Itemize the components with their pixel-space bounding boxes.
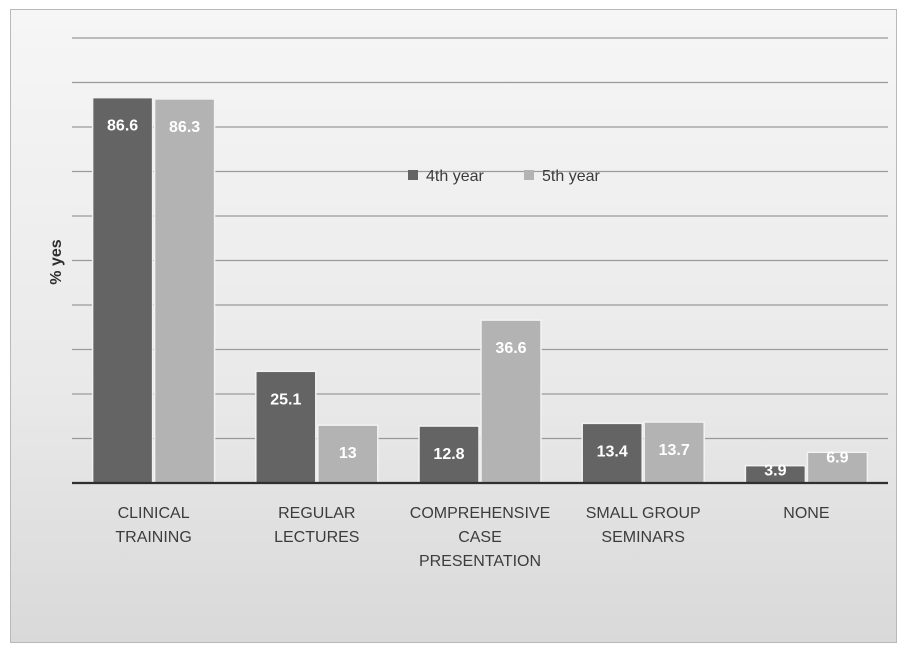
- category-label: NONE: [783, 505, 829, 522]
- bar-value-label: 86.6: [107, 118, 138, 135]
- legend: 4th year 5th year: [408, 168, 600, 185]
- bar-value-label: 86.3: [169, 119, 200, 136]
- legend-swatch: [408, 170, 418, 180]
- bar-4th-year: [255, 370, 317, 484]
- bar-5th-year: [643, 421, 705, 484]
- bar-4th-year: [91, 96, 154, 484]
- bar-value-label: 12.8: [433, 446, 464, 463]
- bar-value-label: 6.9: [826, 449, 848, 466]
- bar-5th-year: [317, 424, 379, 484]
- y-axis-label: % yes: [48, 239, 65, 284]
- bar-5th-year: [806, 451, 869, 484]
- bar-5th-year: [480, 319, 542, 484]
- bars: [91, 96, 869, 484]
- legend-label: 4th year: [426, 168, 484, 185]
- bar-value-labels: 86.6 86.3 25.1 13 12.8 36.6 13.4 13.7 3.9 6.9: [107, 118, 849, 480]
- bar-value-label: 13: [339, 445, 357, 462]
- legend-label: 5th year: [542, 168, 600, 185]
- bar-value-label: 3.9: [764, 463, 786, 480]
- category-label: CLINICAL TRAINING: [115, 505, 191, 546]
- bar-value-label: 13.7: [659, 442, 690, 459]
- bar-5th-year: [153, 98, 216, 484]
- bar-4th-year: [581, 422, 643, 484]
- bar-value-label: 36.6: [495, 340, 526, 357]
- category-label: COMPREHENSIVE CASE PRESENTATION: [410, 505, 550, 570]
- bar-value-label: 25.1: [270, 391, 301, 408]
- bar-value-label: 13.4: [597, 443, 628, 460]
- category-labels: CLINICAL TRAINING REGULAR LECTURES COMPREHEN…: [115, 505, 829, 570]
- category-label: SMALL GROUP SEMINARS: [586, 505, 701, 546]
- category-label: REGULAR LECTURES: [274, 505, 359, 546]
- legend-swatch: [524, 170, 534, 180]
